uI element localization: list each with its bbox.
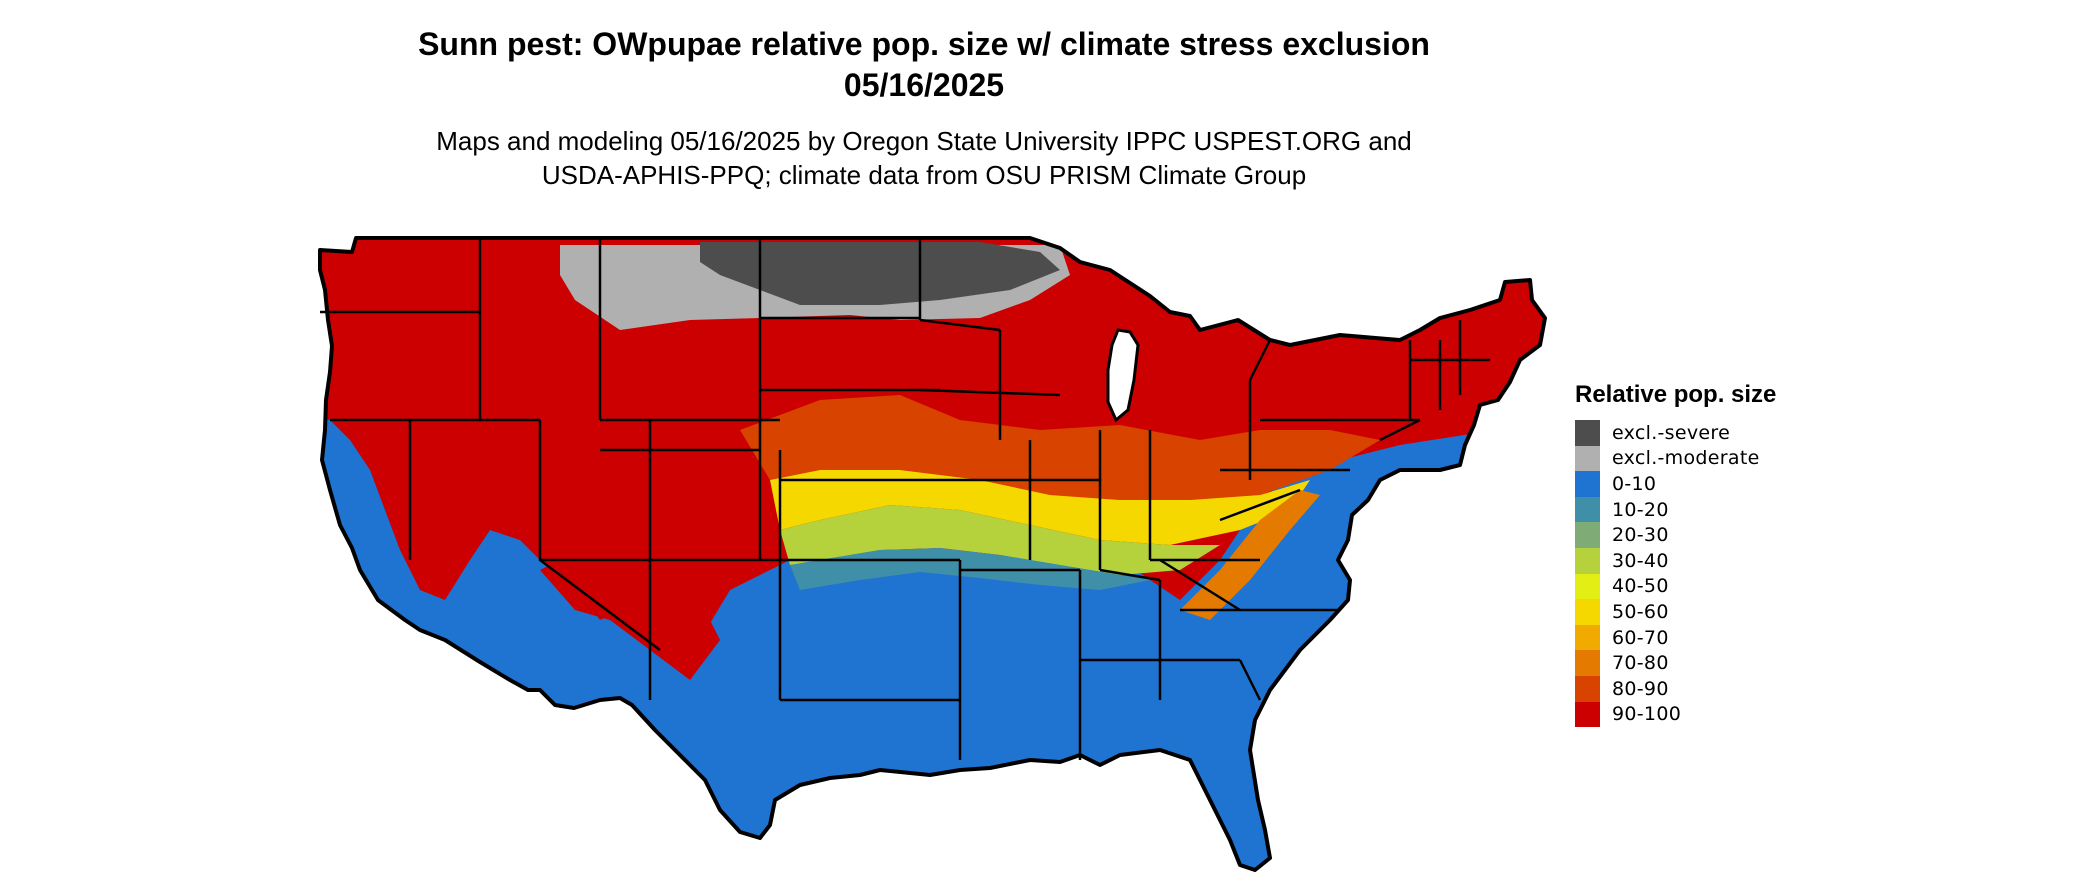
legend-label: excl.-moderate <box>1612 447 1760 470</box>
legend-items: excl.-severe excl.-moderate 0-10 10-20 20-30… <box>1575 420 1915 728</box>
legend-label: 30-40 <box>1612 549 1669 572</box>
legend-item: excl.-moderate <box>1575 445 1915 472</box>
legend-swatch <box>1575 471 1600 497</box>
legend-label: 20-30 <box>1612 524 1669 547</box>
lake-michigan <box>1106 328 1140 423</box>
legend-swatch <box>1575 675 1600 702</box>
legend-label: 50-60 <box>1612 600 1669 623</box>
legend-swatch <box>1575 624 1600 651</box>
title-line-2: 05/16/2025 <box>843 67 1005 103</box>
us-outline <box>318 236 1547 872</box>
state-boundaries <box>320 238 1490 760</box>
legend-swatch <box>1575 573 1600 600</box>
legend-swatch <box>1575 650 1600 676</box>
legend-label: excl.-severe <box>1612 421 1731 444</box>
legend-item: 20-30 <box>1575 522 1915 548</box>
legend-swatch <box>1575 701 1600 728</box>
title-line-1: Sunn pest: OWpupae relative pop. size w/… <box>418 26 1430 62</box>
legend-label: 90-100 <box>1612 703 1682 726</box>
legend-title: Relative pop. size <box>1575 381 1777 408</box>
legend-item: 80-90 <box>1575 675 1915 702</box>
legend-swatch <box>1575 445 1600 472</box>
legend-label: 80-90 <box>1612 677 1669 700</box>
legend-item: 60-70 <box>1575 624 1915 651</box>
subtitle-line-2: USDA-APHIS-PPQ; climate data from OSU PR… <box>541 160 1307 190</box>
legend: Relative pop. size excl.-severe excl.-mod… <box>1575 380 1915 728</box>
legend-label: 0-10 <box>1612 472 1657 495</box>
legend-swatch <box>1575 420 1600 446</box>
map-subtitle: Maps and modeling 05/16/2025 by Oregon S… <box>0 124 1848 192</box>
legend-swatch <box>1575 496 1600 523</box>
legend-label: 40-50 <box>1612 575 1669 598</box>
legend-swatch <box>1575 547 1600 574</box>
legend-label: 10-20 <box>1612 498 1669 521</box>
subtitle-line-1: Maps and modeling 05/16/2025 by Oregon S… <box>436 126 1412 156</box>
legend-item: 50-60 <box>1575 599 1915 625</box>
map-title: Sunn pest: OWpupae relative pop. size w/… <box>0 24 1848 106</box>
legend-item: 30-40 <box>1575 547 1915 574</box>
legend-item: excl.-severe <box>1575 420 1915 446</box>
legend-item: 10-20 <box>1575 496 1915 523</box>
legend-label: 60-70 <box>1612 626 1669 649</box>
legend-item: 70-80 <box>1575 650 1915 676</box>
legend-swatch <box>1575 599 1600 625</box>
legend-item: 0-10 <box>1575 471 1915 497</box>
legend-label: 70-80 <box>1612 652 1669 675</box>
legend-item: 40-50 <box>1575 573 1915 600</box>
legend-swatch <box>1575 522 1600 548</box>
legend-item: 90-100 <box>1575 701 1915 728</box>
